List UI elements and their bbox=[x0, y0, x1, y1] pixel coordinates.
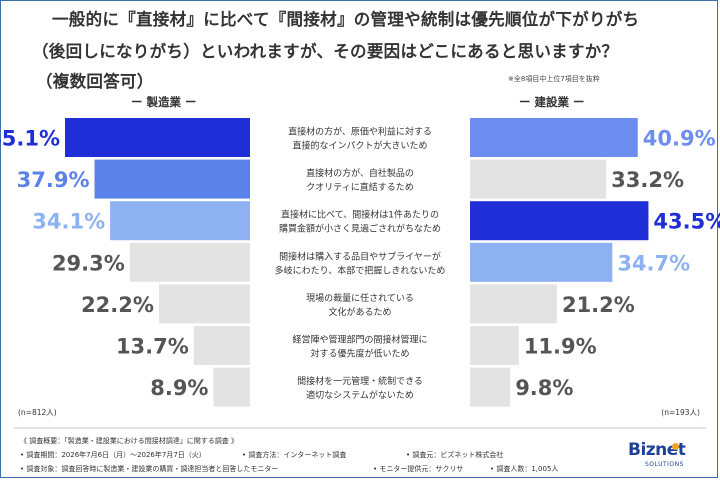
category-label: クオリティに直結するため bbox=[306, 181, 413, 193]
data-label-manufacturing: 37.9% bbox=[17, 168, 90, 192]
bar-manufacturing bbox=[129, 242, 250, 282]
category-label: 経営陣や管理部門の間接材管理に bbox=[292, 334, 427, 346]
chart-title-line-2: （後回しになりがち）といわれますが、その要因はどこにあると思いますか？ bbox=[32, 42, 619, 61]
logo-wordmark: Biznet bbox=[628, 440, 686, 460]
footer-target: • 調査対象：調査回答時に製造業・建設業の購買・調達担当者と回答したモニター bbox=[20, 465, 279, 473]
footer-overview: 《 調査概要：「製造業・建設業における間接材調達」に関する調査 》 bbox=[20, 437, 238, 445]
bar-construction bbox=[470, 159, 607, 199]
bar-manufacturing bbox=[213, 367, 250, 407]
data-label-construction: 33.2% bbox=[611, 168, 684, 192]
bar-construction bbox=[470, 326, 519, 365]
selection-note: ※全8項目中上位7項目を抜粋 bbox=[508, 75, 600, 83]
biznet-logo: Biznet SOLUTIONS bbox=[628, 440, 706, 474]
data-label-construction: 40.9% bbox=[643, 127, 716, 151]
n-label-construction: (n=193人) bbox=[661, 408, 700, 417]
footer-provider: • モニター提供元：サクリサ bbox=[373, 465, 464, 473]
data-label-manufacturing: 29.3% bbox=[52, 251, 125, 275]
category-label: 対する優先度が低いため bbox=[310, 348, 409, 360]
chart-title-line-3: （複数回答可） bbox=[36, 72, 154, 91]
logo-dot-icon bbox=[672, 443, 679, 450]
category-label: 現場の裁量に任されている bbox=[306, 292, 414, 304]
data-label-construction: 43.5% bbox=[653, 210, 720, 234]
category-label: 間接材は購入する品目やサプライヤーが bbox=[279, 250, 441, 262]
category-label: 間接材を一元管理・統制できる bbox=[297, 375, 423, 387]
bar-construction bbox=[470, 201, 649, 241]
bar-manufacturing bbox=[110, 201, 250, 241]
category-label: 文化があるため bbox=[328, 306, 391, 318]
logo-subtitle: SOLUTIONS bbox=[645, 461, 684, 468]
bar-manufacturing bbox=[193, 326, 250, 365]
data-label-manufacturing: 34.1% bbox=[32, 210, 105, 234]
bar-manufacturing bbox=[65, 118, 250, 157]
category-label: 直接材の方が、自社製品の bbox=[306, 167, 414, 179]
data-label-manufacturing: 45.1% bbox=[0, 127, 60, 151]
footer-count: • 調査人数：1,005人 bbox=[490, 465, 559, 473]
bar-construction bbox=[470, 367, 511, 407]
category-label: 直接的なインパクトが大きいため bbox=[292, 140, 427, 152]
data-label-construction: 21.2% bbox=[562, 293, 635, 317]
butterfly-bar-chart: 45.1% 40.9% 直接材の方が、原価や利益に対する直接的なインパクトが大きいた… bbox=[0, 118, 720, 429]
footer-org: • 調査元：ビズネット株式会社 bbox=[406, 451, 504, 459]
bar-manufacturing bbox=[94, 159, 251, 199]
n-label-manufacturing: (n=812人) bbox=[18, 408, 57, 417]
bar-construction bbox=[470, 118, 638, 157]
bar-manufacturing bbox=[158, 284, 250, 324]
data-label-construction: 34.7% bbox=[617, 251, 690, 275]
bar-construction bbox=[470, 284, 557, 324]
section-label-construction: ー 建設業 ー bbox=[519, 95, 585, 109]
category-label: 購買金額が小さく見過ごされがちなため bbox=[279, 223, 441, 235]
data-label-manufacturing: 22.2% bbox=[81, 293, 154, 317]
bar-construction bbox=[470, 242, 613, 282]
data-label-construction: 9.8% bbox=[515, 376, 573, 400]
category-label: 直接材の方が、原価や利益に対する bbox=[288, 126, 432, 138]
category-label: 直接材に比べて、間接材は1件あたりの bbox=[281, 209, 439, 221]
footer-period: • 調査期間：2026年7月6日（月）〜2026年7月7日（火） bbox=[20, 451, 206, 459]
category-label: 多岐にわたり、本部で把握しきれないため bbox=[275, 264, 446, 276]
data-label-manufacturing: 13.7% bbox=[116, 335, 189, 359]
category-label: 適切なシステムがないため bbox=[306, 389, 414, 401]
section-label-manufacturing: ー 製造業 ー bbox=[131, 95, 197, 109]
data-label-construction: 11.9% bbox=[524, 335, 597, 359]
data-label-manufacturing: 8.9% bbox=[150, 376, 208, 400]
chart-title-line-1: 一般的に『直接材』に比べて『間接材』の管理や統制は優先順位が下がりがち bbox=[52, 10, 640, 29]
footer-method: • 調査方法：インターネット調査 bbox=[242, 451, 347, 459]
